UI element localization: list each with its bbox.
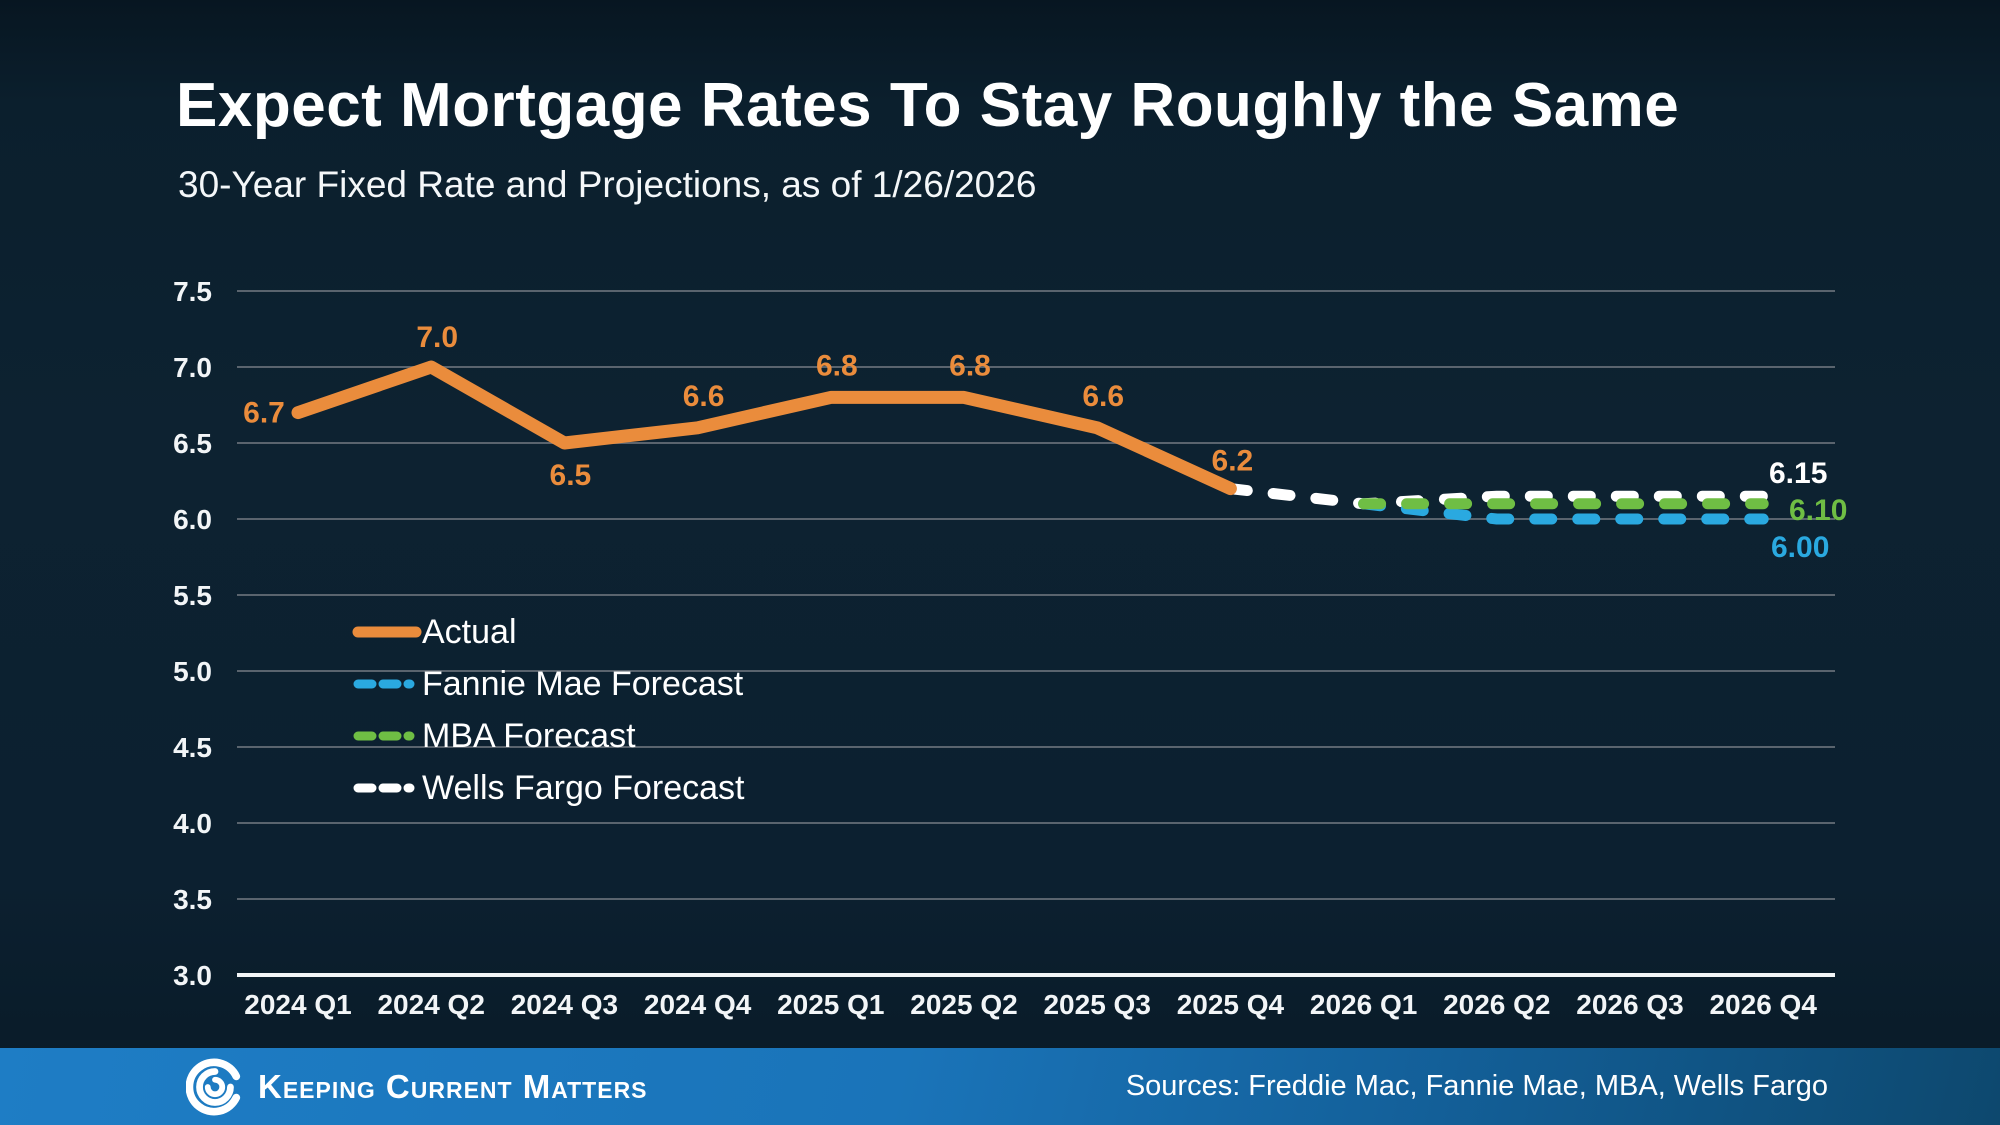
x-tick-label: 2026 Q4 [1709, 989, 1817, 1020]
x-tick-label: 2025 Q3 [1043, 989, 1150, 1020]
page-subtitle: 30-Year Fixed Rate and Projections, as o… [178, 164, 1037, 205]
forecast-end-label: 6.10 [1789, 494, 1847, 527]
legend-item: Fannie Mae Forecast [352, 658, 744, 710]
y-tick-label: 4.5 [173, 732, 212, 763]
x-tick-label: 2024 Q4 [644, 989, 752, 1020]
footer-bar: Keeping Current Matters Sources: Freddie… [0, 1048, 2000, 1125]
y-tick-label: 5.5 [173, 580, 212, 611]
forecast-end-label: 6.15 [1769, 457, 1827, 490]
legend-item: Actual [352, 606, 744, 658]
x-tick-label: 2026 Q1 [1310, 989, 1417, 1020]
y-tick-label: 6.5 [173, 428, 212, 459]
legend-label: Wells Fargo Forecast [422, 768, 745, 807]
y-tick-label: 3.0 [173, 960, 212, 991]
y-tick-label: 5.0 [173, 656, 212, 687]
data-label-actual: 7.0 [416, 321, 458, 354]
chart-legend: Actual Fannie Mae Forecast MBA Forecast Wel… [352, 606, 744, 814]
data-label-actual: 6.8 [949, 349, 991, 382]
forecast-end-label: 6.00 [1771, 531, 1829, 564]
data-label-actual: 6.7 [243, 397, 285, 430]
data-label-actual: 6.8 [816, 349, 858, 382]
series-line-actual [291, 360, 1237, 496]
page-title: Expect Mortgage Rates To Stay Roughly th… [176, 71, 1680, 140]
legend-line-swatch-icon [353, 679, 421, 689]
x-tick-label: 2026 Q2 [1443, 989, 1550, 1020]
legend-label: MBA Forecast [422, 716, 636, 755]
y-tick-label: 3.5 [173, 884, 212, 915]
x-tick-label: 2025 Q2 [910, 989, 1017, 1020]
brand-block: Keeping Current Matters [186, 1057, 648, 1116]
legend-line-swatch-icon [352, 626, 422, 638]
y-tick-label: 4.0 [173, 808, 212, 839]
legend-item: Wells Fargo Forecast [352, 762, 744, 814]
x-tick-label: 2024 Q3 [511, 989, 618, 1020]
y-tick-label: 7.0 [173, 352, 212, 383]
legend-item: MBA Forecast [352, 710, 744, 762]
kcm-swirl-logo-icon [186, 1057, 241, 1116]
data-label-actual: 6.6 [1082, 380, 1124, 413]
legend-line-swatch-icon [353, 783, 421, 793]
data-label-actual: 6.6 [683, 380, 725, 413]
legend-line-swatch-icon [353, 731, 421, 741]
y-tick-label: 6.0 [173, 504, 212, 535]
brand-name: Keeping Current Matters [258, 1067, 648, 1105]
x-tick-label: 2025 Q4 [1177, 989, 1285, 1020]
x-tick-label: 2024 Q2 [377, 989, 484, 1020]
y-tick-label: 7.5 [173, 276, 212, 307]
x-tick-label: 2024 Q1 [244, 989, 351, 1020]
x-tick-label: 2025 Q1 [777, 989, 884, 1020]
legend-label: Fannie Mae Forecast [422, 664, 744, 703]
data-label-actual: 6.5 [550, 459, 592, 492]
legend-label: Actual [422, 612, 517, 651]
x-tick-label: 2026 Q3 [1576, 989, 1683, 1020]
data-label-actual: 6.2 [1212, 445, 1254, 478]
sources-text: Sources: Freddie Mac, Fannie Mae, MBA, W… [1125, 1070, 1828, 1102]
series-line-wells-fargo-forecast [1224, 483, 1769, 510]
